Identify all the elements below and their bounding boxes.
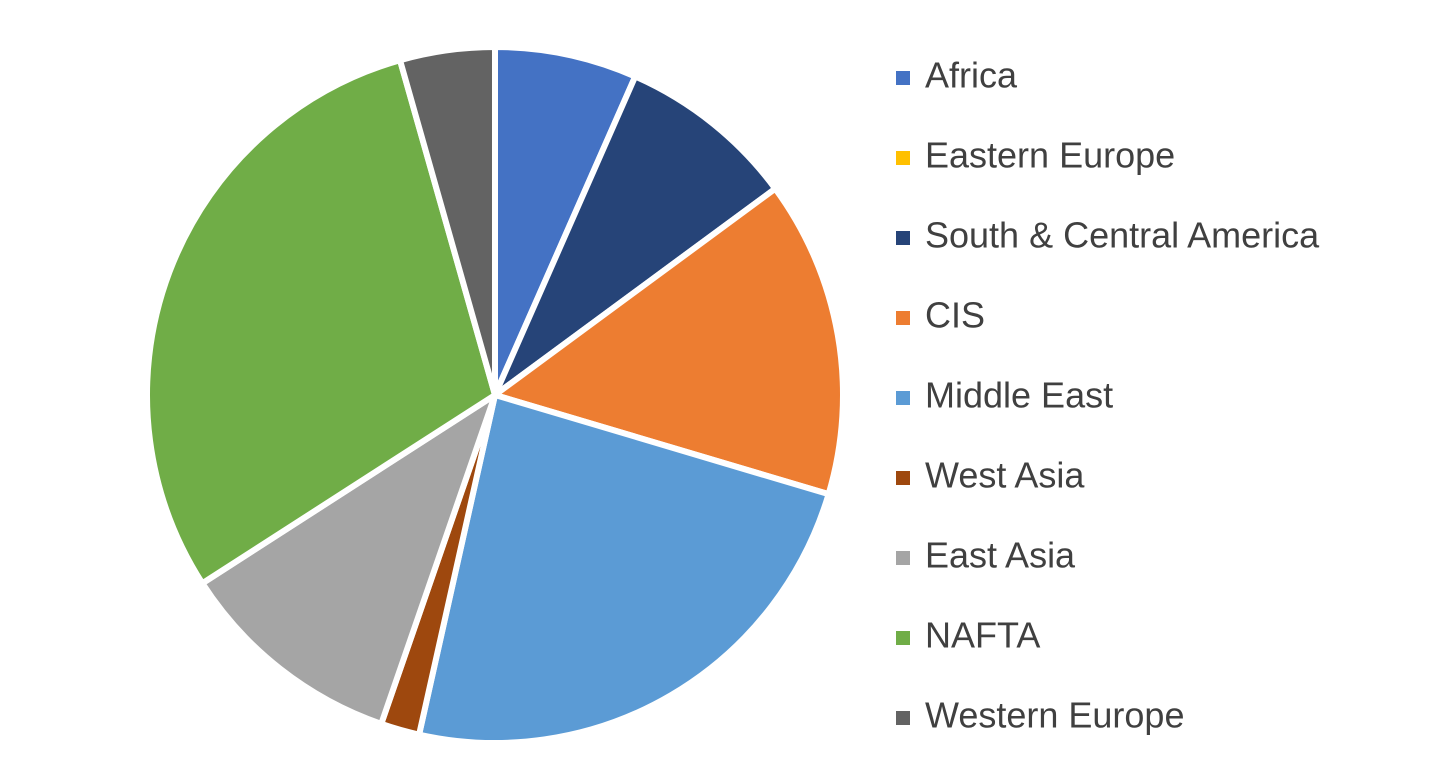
legend-swatch: [896, 71, 910, 85]
legend-label: Eastern Europe: [925, 135, 1175, 176]
legend-label: East Asia: [925, 535, 1076, 576]
legend-swatch: [896, 711, 910, 725]
legend-label: NAFTA: [925, 615, 1040, 656]
legend-swatch: [896, 231, 910, 245]
pie-slice: [492, 73, 779, 398]
legend-label: Middle East: [925, 375, 1113, 416]
pie-slice: [144, 57, 498, 587]
legend-swatch: [896, 151, 910, 165]
legend-swatch: [896, 551, 910, 565]
pie-slice: [199, 392, 498, 727]
legend-label: Africa: [925, 55, 1018, 96]
legend-swatch: [896, 631, 910, 645]
legend-swatch: [896, 311, 910, 325]
legend-label: CIS: [925, 295, 985, 336]
legend-label: South & Central America: [925, 215, 1320, 256]
legend-swatch: [896, 391, 910, 405]
legend-label: West Asia: [925, 455, 1085, 496]
pie-slice: [416, 392, 832, 746]
legend-label: Western Europe: [925, 695, 1184, 736]
pie-slice: [397, 44, 498, 398]
legend-swatch: [896, 471, 910, 485]
